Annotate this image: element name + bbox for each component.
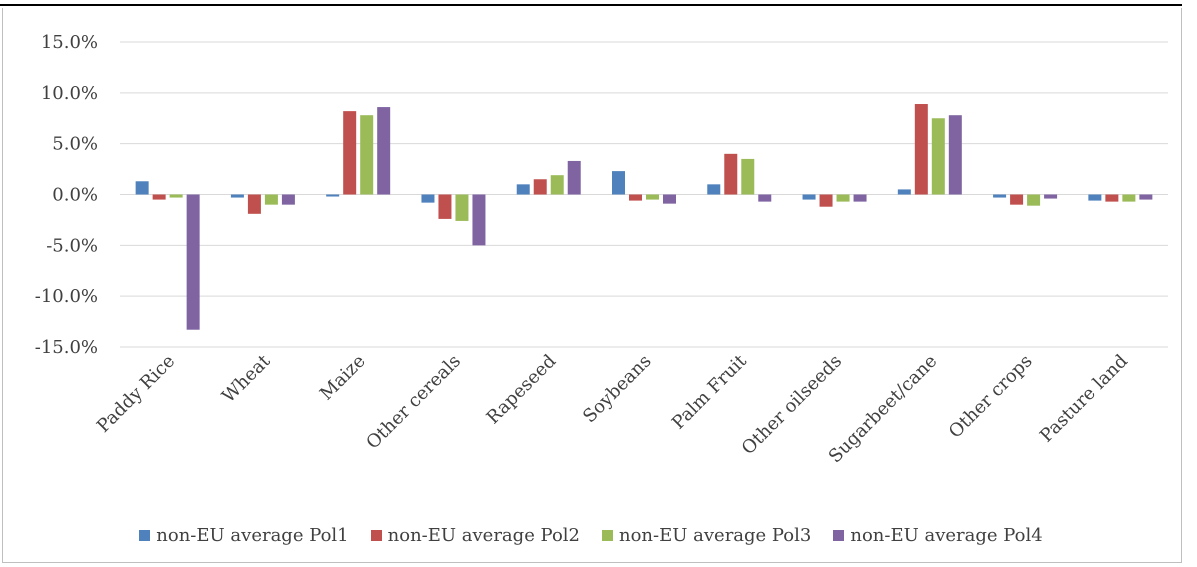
bar — [819, 194, 833, 207]
bar — [533, 179, 547, 195]
x-tick-label: Other oilseeds — [738, 351, 846, 459]
bar — [343, 111, 357, 195]
bar — [758, 194, 772, 202]
bar — [472, 194, 486, 246]
bar — [567, 160, 581, 195]
bar — [1139, 194, 1153, 200]
legend-label: non-EU average Pol2 — [387, 525, 580, 546]
x-tick-label: Paddy Rice — [93, 351, 179, 437]
bar — [707, 184, 721, 195]
legend-swatch — [833, 530, 845, 541]
bar — [663, 194, 676, 204]
y-tick-label: -5.0% — [46, 235, 98, 256]
legend-label: non-EU average Pol4 — [850, 525, 1043, 546]
y-tick-label: 0.0% — [52, 185, 98, 206]
bar — [230, 194, 244, 198]
legend-swatch — [139, 530, 151, 541]
bar — [1010, 194, 1024, 205]
x-tick-label: Rapeseed — [483, 351, 561, 429]
legend-label: non-EU average Pol3 — [619, 525, 812, 546]
bar — [1027, 194, 1041, 206]
bar — [897, 189, 911, 195]
bar — [948, 115, 962, 195]
legend-swatch — [370, 530, 382, 541]
bar — [993, 194, 1007, 198]
y-tick-label: 15.0% — [41, 32, 98, 53]
bar — [281, 194, 295, 205]
bar — [377, 107, 391, 195]
bar — [247, 194, 261, 214]
x-tick-label: Wheat — [218, 350, 275, 407]
bar — [931, 118, 945, 195]
bar — [360, 115, 374, 195]
bar — [1122, 194, 1136, 202]
bar — [326, 194, 340, 197]
legend-label: non-EU average Pol1 — [156, 525, 349, 546]
bar — [135, 181, 149, 195]
bar — [455, 194, 469, 221]
x-tick-label: Other cereals — [362, 351, 465, 454]
top-rule — [0, 4, 1182, 6]
bar — [421, 194, 435, 203]
bar — [1044, 194, 1058, 199]
bar — [646, 194, 659, 200]
x-tick-label: Other crops — [945, 351, 1037, 443]
bar — [438, 194, 452, 219]
legend-item: non-EU average Pol2 — [370, 525, 580, 546]
bar — [1088, 194, 1102, 201]
y-tick-label: 10.0% — [41, 83, 98, 104]
y-tick-label: 5.0% — [52, 134, 98, 155]
bar — [741, 158, 755, 195]
chart-frame — [2, 8, 1182, 563]
bar — [629, 194, 642, 201]
x-tick-label: Palm Fruit — [668, 350, 751, 433]
bar — [550, 175, 564, 195]
legend-item: non-EU average Pol1 — [139, 525, 349, 546]
y-tick-label: -15.0% — [35, 337, 98, 358]
x-tick-label: Maize — [316, 351, 370, 405]
bar — [1105, 194, 1119, 202]
legend-item: non-EU average Pol4 — [833, 525, 1043, 546]
bar — [152, 194, 166, 200]
bar — [802, 194, 816, 200]
y-tick-label: -10.0% — [35, 286, 98, 307]
legend-swatch — [602, 530, 613, 541]
x-tick-label: Soybeans — [579, 351, 655, 427]
bar — [186, 194, 200, 330]
bar — [724, 153, 738, 195]
bar — [516, 184, 530, 195]
bar — [169, 194, 183, 198]
bar — [914, 104, 928, 195]
chart-legend: non-EU average Pol1 non-EU average Pol2 no… — [0, 525, 1182, 546]
bar — [264, 194, 278, 205]
x-tick-label: Pasture land — [1036, 351, 1132, 447]
legend-item: non-EU average Pol3 — [602, 525, 811, 546]
bar — [853, 194, 867, 202]
bar — [836, 194, 850, 202]
bar — [612, 171, 625, 195]
